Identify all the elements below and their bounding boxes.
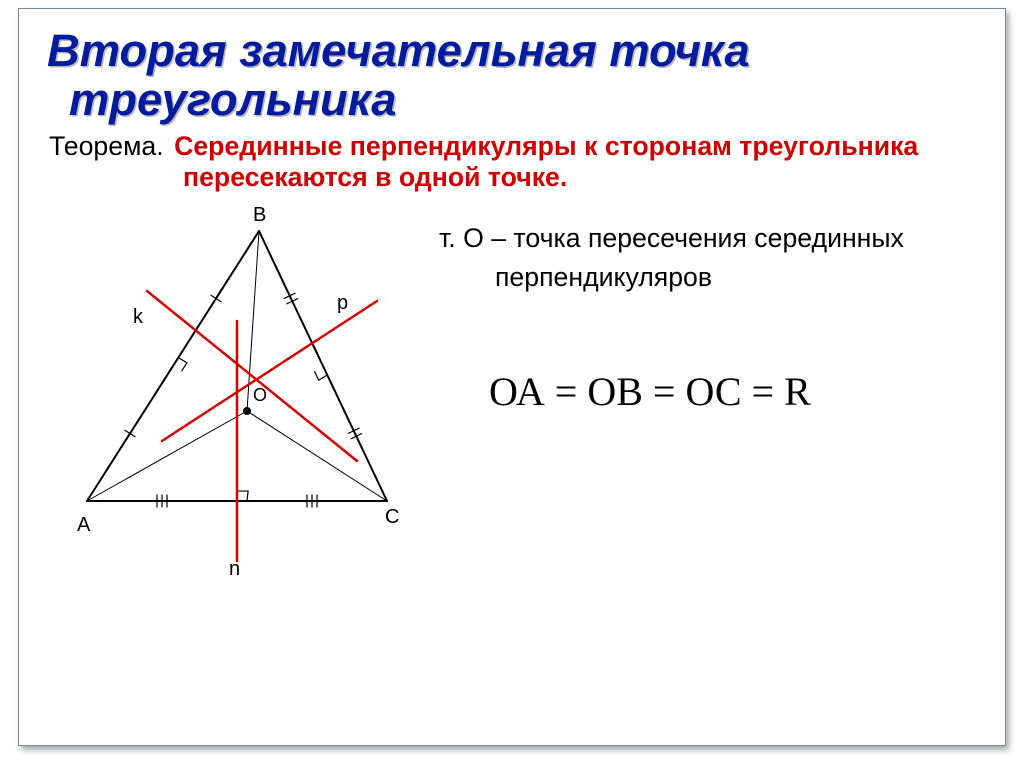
theorem-statement-line2: пересекаются в одной точке.: [183, 162, 1005, 193]
theorem-tag: Теорема.: [49, 131, 164, 161]
vertex-label-k: k: [133, 306, 144, 328]
vertex-label-p: p: [337, 292, 348, 314]
equality-formula: ОА = ОВ = ОС = R: [489, 368, 811, 415]
vertex-label-B: B: [253, 204, 266, 226]
definition-line2: перпендикуляров: [495, 262, 979, 293]
title-line-2: треугольника: [69, 76, 977, 125]
theorem-block: Теорема. Серединные перпендикуляры к сто…: [19, 125, 1005, 193]
title-line-1: Вторая замечательная точка: [47, 27, 977, 76]
geometry-diagram: A B C Ok p n: [47, 201, 447, 601]
definition-line1: т. О – точка пересечения серединных: [439, 223, 979, 254]
vertex-label-A: A: [77, 514, 91, 536]
vertex-label-n: n: [229, 558, 240, 580]
body-area: A B C Ok p n т. О – точка пересечения середин…: [19, 193, 1005, 713]
right-column-text: т. О – точка пересечения серединных перп…: [439, 223, 979, 293]
vertex-label-O: O: [253, 385, 267, 405]
diagram-svg: A B C Ok p n: [47, 201, 447, 601]
vertex-label-C: C: [385, 506, 399, 528]
slide-frame: Вторая замечательная точка треугольника …: [18, 8, 1006, 746]
theorem-statement-line1: Серединные перпендикуляры к сторонам тре…: [174, 131, 918, 161]
slide-title: Вторая замечательная точка треугольника: [19, 9, 1005, 125]
